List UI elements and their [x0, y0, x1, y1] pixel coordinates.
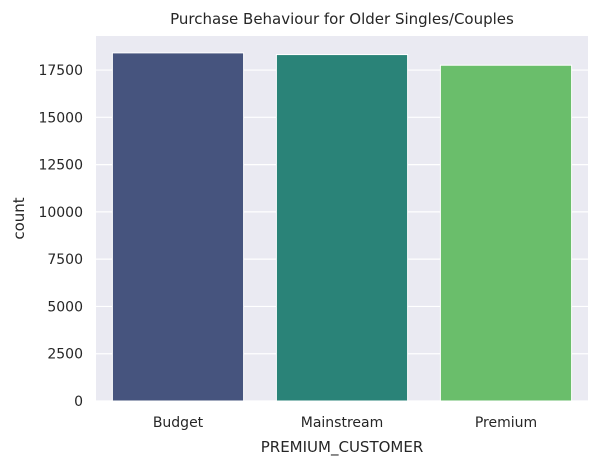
y-axis-label: count [10, 197, 28, 239]
x-tick-label: Premium [475, 415, 537, 431]
bar-budget [111, 52, 245, 402]
y-tick-label: 10000 [38, 205, 83, 221]
bars [111, 52, 573, 402]
y-tick-labels: 0 2500 5000 7500 10000 12500 15000 17500 [38, 63, 83, 410]
bar-mainstream [275, 54, 409, 402]
y-tick-label: 0 [74, 394, 83, 410]
x-axis-label: PREMIUM_CUSTOMER [261, 438, 424, 457]
y-tick-label: 2500 [47, 347, 83, 363]
bar-premium [439, 64, 573, 402]
y-tick-label: 17500 [38, 63, 83, 79]
x-tick-label: Mainstream [301, 415, 383, 431]
y-tick-label: 15000 [38, 110, 83, 126]
y-tick-label: 5000 [47, 299, 83, 315]
chart-title: Purchase Behaviour for Older Singles/Cou… [170, 10, 514, 28]
y-tick-label: 7500 [47, 252, 83, 268]
x-tick-labels: Budget Mainstream Premium [153, 415, 537, 431]
y-tick-label: 12500 [38, 158, 83, 174]
x-tick-label: Budget [153, 415, 204, 431]
